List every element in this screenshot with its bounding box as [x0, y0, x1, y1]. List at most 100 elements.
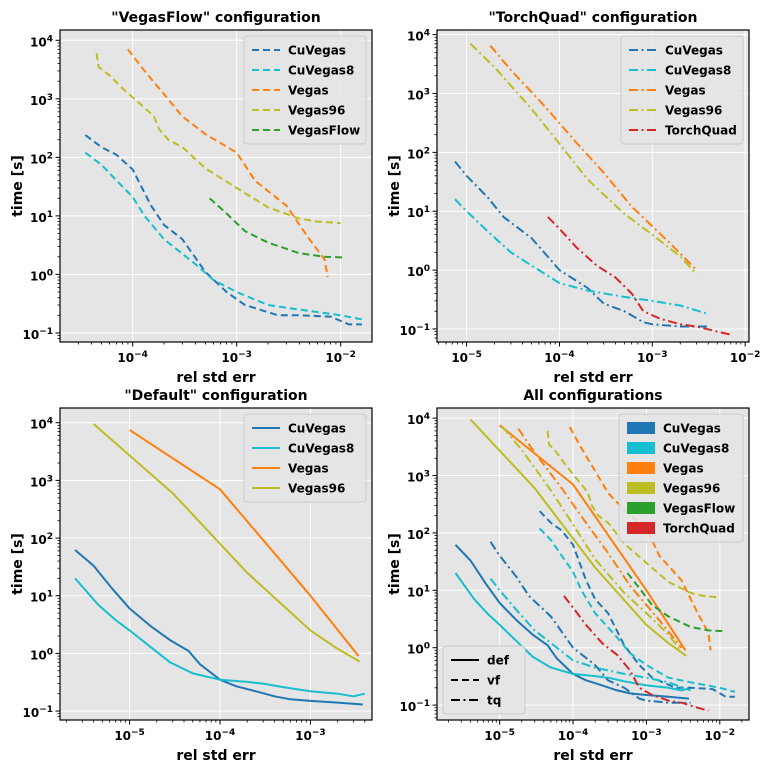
- series-line-cuvegas8: [74, 577, 366, 698]
- y-tick-label: 104: [407, 29, 430, 44]
- legend: def vf tq: [442, 645, 526, 715]
- y-tick-label: 103: [407, 88, 430, 103]
- legend-label: CuVegas: [288, 44, 346, 58]
- series-line-vegas: [127, 48, 329, 278]
- x-tick-label: 10−3: [295, 728, 326, 743]
- series-line-vegasflow: [209, 197, 346, 259]
- series-line-cuvegas: [489, 541, 691, 704]
- y-tick-label: 103: [30, 93, 53, 108]
- series-line-vegas: [129, 429, 360, 657]
- legend-label: CuVegas8: [665, 64, 731, 78]
- series-group: [74, 423, 366, 706]
- legend-label: VegasFlow: [288, 124, 360, 138]
- legend: CuVegas CuVegas8 Vegas Vegas96 VegasFlow Torc…: [618, 413, 744, 543]
- legend-swatch: [627, 482, 655, 494]
- x-tick-label: 10−3: [221, 350, 252, 365]
- legend-label: Vegas96: [288, 482, 345, 496]
- y-tick-label: 102: [407, 146, 430, 161]
- legend: CuVegas CuVegas8 Vegas Vegas96: [243, 413, 367, 503]
- legend-box: [620, 35, 744, 145]
- chart-panel: 10−5 10−4 10−3 10−2 10−1 100 101 102 103 104 All c…: [387, 388, 750, 764]
- legend-label: Vegas: [663, 462, 704, 476]
- series-line-vegasflow: [626, 572, 723, 633]
- series-line-cuvegas: [84, 134, 362, 326]
- legend-label: Vegas96: [663, 482, 720, 496]
- series-line-vegas96: [92, 423, 361, 663]
- chart-title: "VegasFlow" configuration: [111, 10, 320, 26]
- series-group: [454, 418, 736, 712]
- legend-label: CuVegas: [665, 44, 723, 58]
- series-line-cuvegas8: [538, 527, 736, 693]
- y-tick-label: 10−1: [22, 327, 53, 342]
- legend-label: CuVegas8: [288, 442, 354, 456]
- legend-label: Vegas: [288, 84, 329, 98]
- chart-panel: 10−5 10−4 10−3 10−1 100 101 102 103 104 "Default"…: [10, 388, 373, 764]
- x-tick-label: 10−4: [558, 728, 589, 743]
- series-line-cuvegas8: [84, 151, 363, 321]
- legend-label: Vegas: [288, 462, 329, 476]
- legend-label: vf: [487, 674, 501, 688]
- y-axis-label: time [s]: [10, 155, 26, 217]
- y-tick-label: 103: [30, 474, 53, 489]
- y-tick-label: 100: [407, 264, 430, 279]
- y-tick-label: 101: [407, 205, 430, 220]
- y-axis-label: time [s]: [10, 533, 26, 595]
- x-tick-label: 10−5: [451, 350, 482, 365]
- legend-box: [442, 645, 526, 715]
- legend-label: TorchQuad: [663, 522, 735, 536]
- y-tick-label: 104: [407, 412, 430, 427]
- series-line-vegas: [517, 428, 683, 649]
- series-line-torchquad: [563, 595, 709, 712]
- plot-frame: [59, 29, 373, 343]
- legend-label: Vegas: [665, 84, 706, 98]
- y-tick-label: 104: [30, 417, 53, 432]
- y-tick-label: 102: [30, 151, 53, 166]
- legend-label: tq: [487, 694, 501, 708]
- series-group: [454, 43, 732, 336]
- legend-box: [243, 35, 367, 145]
- legend-swatch: [627, 502, 655, 514]
- x-tick-label: 10−5: [484, 728, 515, 743]
- series-line-vegas: [489, 45, 698, 271]
- x-tick-label: 10−4: [544, 350, 575, 365]
- x-tick-label: 10−4: [117, 350, 148, 365]
- legend-label: CuVegas: [663, 422, 721, 436]
- legend-swatch: [627, 422, 655, 434]
- series-line-cuvegas: [74, 549, 363, 706]
- x-axis-label: rel std err: [553, 370, 632, 386]
- legend: CuVegas CuVegas8 Vegas Vegas96 TorchQuad: [620, 35, 744, 145]
- series-line-cuvegas: [538, 510, 735, 698]
- x-axis-label: rel std err: [176, 370, 255, 386]
- plot-frame: [436, 29, 750, 343]
- chart-panel: 10−4 10−3 10−2 10−1 100 101 102 103 104 "VegasFlo…: [10, 10, 373, 386]
- y-tick-label: 102: [407, 527, 430, 542]
- y-tick-label: 101: [407, 584, 430, 599]
- legend-label: Vegas96: [288, 104, 345, 118]
- chart-title: All configurations: [523, 388, 662, 404]
- y-tick-label: 10−1: [22, 705, 53, 720]
- x-axis-label: rel std err: [553, 748, 632, 764]
- y-tick-label: 100: [407, 642, 430, 657]
- series-line-cuvegas: [454, 160, 709, 328]
- legend-label: def: [487, 654, 510, 668]
- series-line-torchquad: [547, 216, 732, 336]
- series-line-vegas96: [469, 43, 698, 275]
- y-tick-label: 10−1: [399, 699, 430, 714]
- series-line-vegas: [568, 426, 712, 651]
- legend-box: [243, 413, 367, 503]
- chart-panel: 10−5 10−4 10−3 10−2 10−1 100 101 102 103 104 "Torc…: [387, 10, 760, 386]
- series-line-vegas96: [95, 53, 341, 225]
- series-group: [84, 48, 363, 326]
- series-line-vegas96: [501, 426, 683, 653]
- y-axis-label: time [s]: [387, 533, 403, 595]
- legend-label: TorchQuad: [665, 124, 737, 138]
- legend-label: CuVegas8: [288, 64, 354, 78]
- y-tick-label: 102: [30, 532, 53, 547]
- legend-label: VegasFlow: [663, 502, 735, 516]
- y-tick-label: 101: [30, 590, 53, 605]
- series-line-cuvegas: [454, 544, 690, 700]
- chart-title: "TorchQuad" configuration: [489, 10, 698, 26]
- y-tick-label: 10−1: [399, 323, 430, 338]
- y-tick-label: 104: [30, 34, 53, 49]
